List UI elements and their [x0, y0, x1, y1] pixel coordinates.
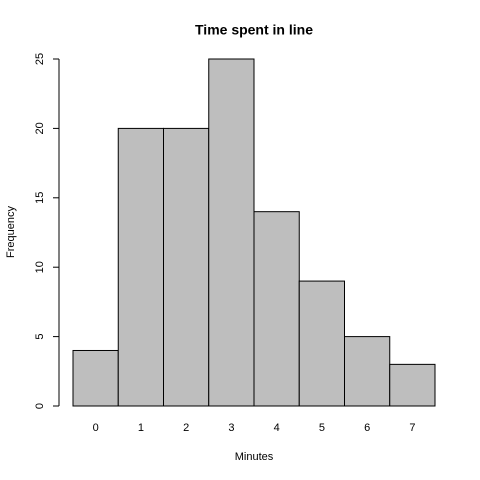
x-tick-label: 3 [228, 422, 234, 434]
chart-title: Time spent in line [195, 22, 313, 38]
y-tick-label: 25 [34, 53, 46, 65]
y-tick-label: 10 [34, 261, 46, 273]
y-tick-label: 15 [34, 192, 46, 204]
x-tick-label: 5 [319, 422, 325, 434]
x-tick-label: 7 [409, 422, 415, 434]
bar [253, 211, 300, 407]
x-tick-label: 0 [93, 422, 99, 434]
bar [163, 127, 210, 407]
x-tick-label: 2 [183, 422, 189, 434]
y-tick-label: 20 [34, 122, 46, 134]
bar [72, 349, 119, 407]
bar [208, 58, 255, 407]
x-axis-label: Minutes [235, 451, 274, 463]
bar [117, 127, 164, 407]
x-tick-label: 1 [138, 422, 144, 434]
y-tick-label: 5 [34, 334, 46, 340]
bar [389, 363, 436, 407]
bar [344, 336, 391, 407]
y-axis-label: Frequency [5, 206, 17, 258]
y-tick-label: 0 [34, 403, 46, 409]
bar [298, 280, 345, 407]
x-tick-label: 4 [274, 422, 280, 434]
x-tick-label: 6 [364, 422, 370, 434]
